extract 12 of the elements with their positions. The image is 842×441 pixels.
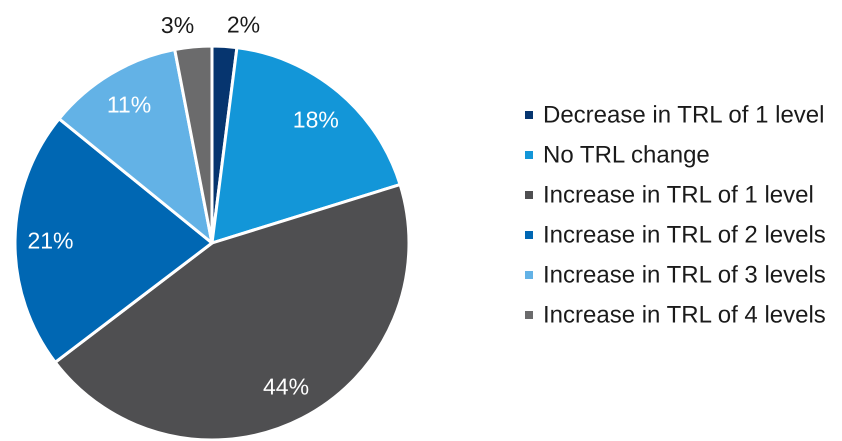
data-label: 21%: [27, 227, 74, 254]
data-label: 44%: [263, 374, 310, 400]
data-label: 2%: [226, 11, 260, 38]
legend-label: Increase in TRL of 3 levels: [543, 262, 826, 288]
legend-label: Increase in TRL of 4 levels: [543, 302, 826, 328]
data-label: 18%: [292, 106, 339, 132]
legend-label: Increase in TRL of 2 levels: [543, 222, 826, 248]
legend-label: Decrease in TRL of 1 level: [543, 102, 824, 128]
data-label: 3%: [160, 12, 194, 38]
data-label: 11%: [106, 91, 152, 118]
legend-label: Increase in TRL of 1 level: [543, 182, 814, 208]
legend-label: No TRL change: [543, 142, 710, 168]
